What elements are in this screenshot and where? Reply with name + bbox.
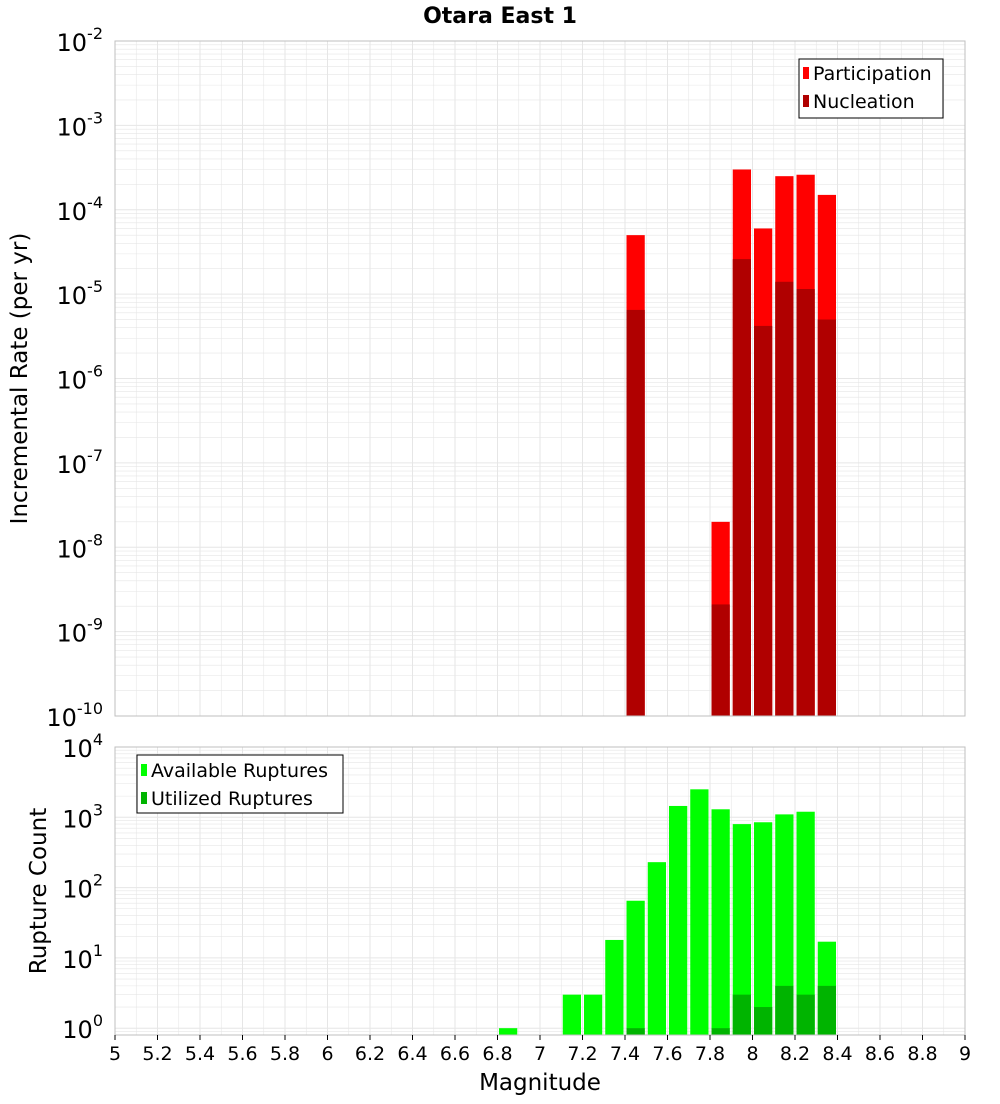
legend-swatch xyxy=(141,792,147,804)
x-tick-label: 6.4 xyxy=(397,1043,427,1065)
x-tick-label: 7.2 xyxy=(567,1043,597,1065)
legend: Participation Nucleation xyxy=(798,58,944,119)
x-tick-label: 6.6 xyxy=(440,1043,470,1065)
bar-available-ruptures-7.75 xyxy=(690,789,709,1035)
x-tick-label: 5.6 xyxy=(227,1043,257,1065)
y-tick-label: 102 xyxy=(62,871,103,904)
y-tick-label: 10-5 xyxy=(57,277,104,310)
legend-box xyxy=(798,58,944,119)
bar-utilized-ruptures-8.15 xyxy=(775,985,794,1035)
bar-utilized-ruptures-8.05 xyxy=(754,1007,773,1035)
x-tick-labels: 5 5.2 5.4 5.6 5.8 6 6.2 6.4 6.6 6.8 7 7.2 7.4 7.6 7.8 8… xyxy=(109,1035,971,1065)
y-tick-label: 10-3 xyxy=(57,108,104,141)
plot-panel-1: 10-10 10-9 10-8 10-7 10-6 10-5 10-4 10-3 10-2 Inc… xyxy=(7,24,966,732)
bar-nucleation-7.45 xyxy=(626,309,645,716)
x-tick-label: 6.2 xyxy=(355,1043,385,1065)
bar-utilized-ruptures-7.45 xyxy=(626,1028,645,1035)
bar-available-ruptures-7.65 xyxy=(669,805,688,1035)
bar-utilized-ruptures-7.85 xyxy=(711,1028,730,1035)
x-tick-label: 7.8 xyxy=(695,1043,725,1065)
y-tick-label: 10-8 xyxy=(57,530,104,563)
series-utilized-ruptures xyxy=(626,985,836,1035)
y-tick-label: 101 xyxy=(62,941,103,974)
bar-available-ruptures-8.15 xyxy=(775,814,794,1035)
y-tick-label: 10-2 xyxy=(57,24,104,57)
legend-swatch xyxy=(803,67,809,79)
legend-box xyxy=(136,754,344,814)
bar-utilized-ruptures-8.35 xyxy=(817,985,836,1035)
chart-title: Otara East 1 xyxy=(423,4,577,29)
series-available-ruptures xyxy=(499,789,836,1035)
x-tick-label: 8.6 xyxy=(865,1043,895,1065)
x-tick-label: 6 xyxy=(321,1043,333,1065)
y-tick-label: 104 xyxy=(62,730,103,763)
legend-swatch xyxy=(803,95,809,107)
bar-available-ruptures-7.15 xyxy=(562,994,581,1035)
bar-available-ruptures-7.85 xyxy=(711,809,730,1035)
legend-label: Nucleation xyxy=(813,91,915,113)
bar-nucleation-7.85 xyxy=(711,604,730,716)
bar-available-ruptures-8.25 xyxy=(796,811,815,1035)
y-tick-label: 10-9 xyxy=(57,615,104,648)
x-tick-label: 6.8 xyxy=(482,1043,512,1065)
x-tick-label: 5.2 xyxy=(142,1043,172,1065)
x-tick-label: 7 xyxy=(534,1043,546,1065)
x-tick-label: 7.6 xyxy=(652,1043,682,1065)
bar-available-ruptures-7.55 xyxy=(647,862,666,1035)
bar-available-ruptures-7.25 xyxy=(584,994,603,1035)
bar-available-ruptures-7.35 xyxy=(605,939,624,1035)
y-axis-label: Incremental Rate (per yr) xyxy=(7,233,33,525)
y-tick-label: 100 xyxy=(62,1011,103,1044)
y-tick-label: 10-6 xyxy=(57,362,104,395)
bar-nucleation-8.25 xyxy=(796,289,815,716)
x-tick-label: 5.8 xyxy=(270,1043,300,1065)
x-tick-label: 8 xyxy=(746,1043,758,1065)
bar-utilized-ruptures-8.25 xyxy=(796,994,815,1035)
bar-nucleation-8.35 xyxy=(817,319,836,716)
x-axis-label: Magnitude xyxy=(479,1070,601,1096)
series-nucleation xyxy=(626,259,836,716)
y-tick-labels: 100 101 102 103 104 xyxy=(62,730,103,1044)
y-axis-label: Rupture Count xyxy=(26,808,52,974)
legend-swatch xyxy=(141,764,147,776)
y-tick-label: 10-7 xyxy=(57,446,104,479)
plot-frame xyxy=(114,40,966,717)
y-tick-label: 10-10 xyxy=(46,699,103,732)
x-tick-label: 8.4 xyxy=(822,1043,852,1065)
x-tick-label: 7.4 xyxy=(610,1043,640,1065)
bar-utilized-ruptures-7.95 xyxy=(732,994,751,1035)
bar-nucleation-8.15 xyxy=(775,281,794,716)
bar-nucleation-7.95 xyxy=(732,259,751,716)
y-tick-labels: 10-10 10-9 10-8 10-7 10-6 10-5 10-4 10-3 10-2 xyxy=(46,24,103,732)
legend-label: Utilized Ruptures xyxy=(151,788,313,810)
bar-available-ruptures-8.05 xyxy=(754,822,773,1035)
bar-nucleation-8.05 xyxy=(754,325,773,716)
y-tick-label: 10-4 xyxy=(57,193,104,226)
x-tick-label: 5 xyxy=(109,1043,121,1065)
x-tick-label: 8.2 xyxy=(780,1043,810,1065)
x-tick-label: 9 xyxy=(959,1043,971,1065)
legend-label: Available Ruptures xyxy=(151,760,328,782)
legend: Available Ruptures Utilized Ruptures xyxy=(136,754,344,814)
legend-label: Participation xyxy=(813,63,932,85)
x-tick-label: 5.4 xyxy=(185,1043,215,1065)
plot-panel-2: 100 101 102 103 104 Rupture Count Available Ru… xyxy=(26,730,966,1044)
x-tick-label: 8.8 xyxy=(907,1043,937,1065)
bar-available-ruptures-7.45 xyxy=(626,900,645,1035)
bar-available-ruptures-7.95 xyxy=(732,824,751,1035)
bar-available-ruptures-6.85 xyxy=(499,1028,518,1035)
y-tick-label: 103 xyxy=(62,800,103,833)
